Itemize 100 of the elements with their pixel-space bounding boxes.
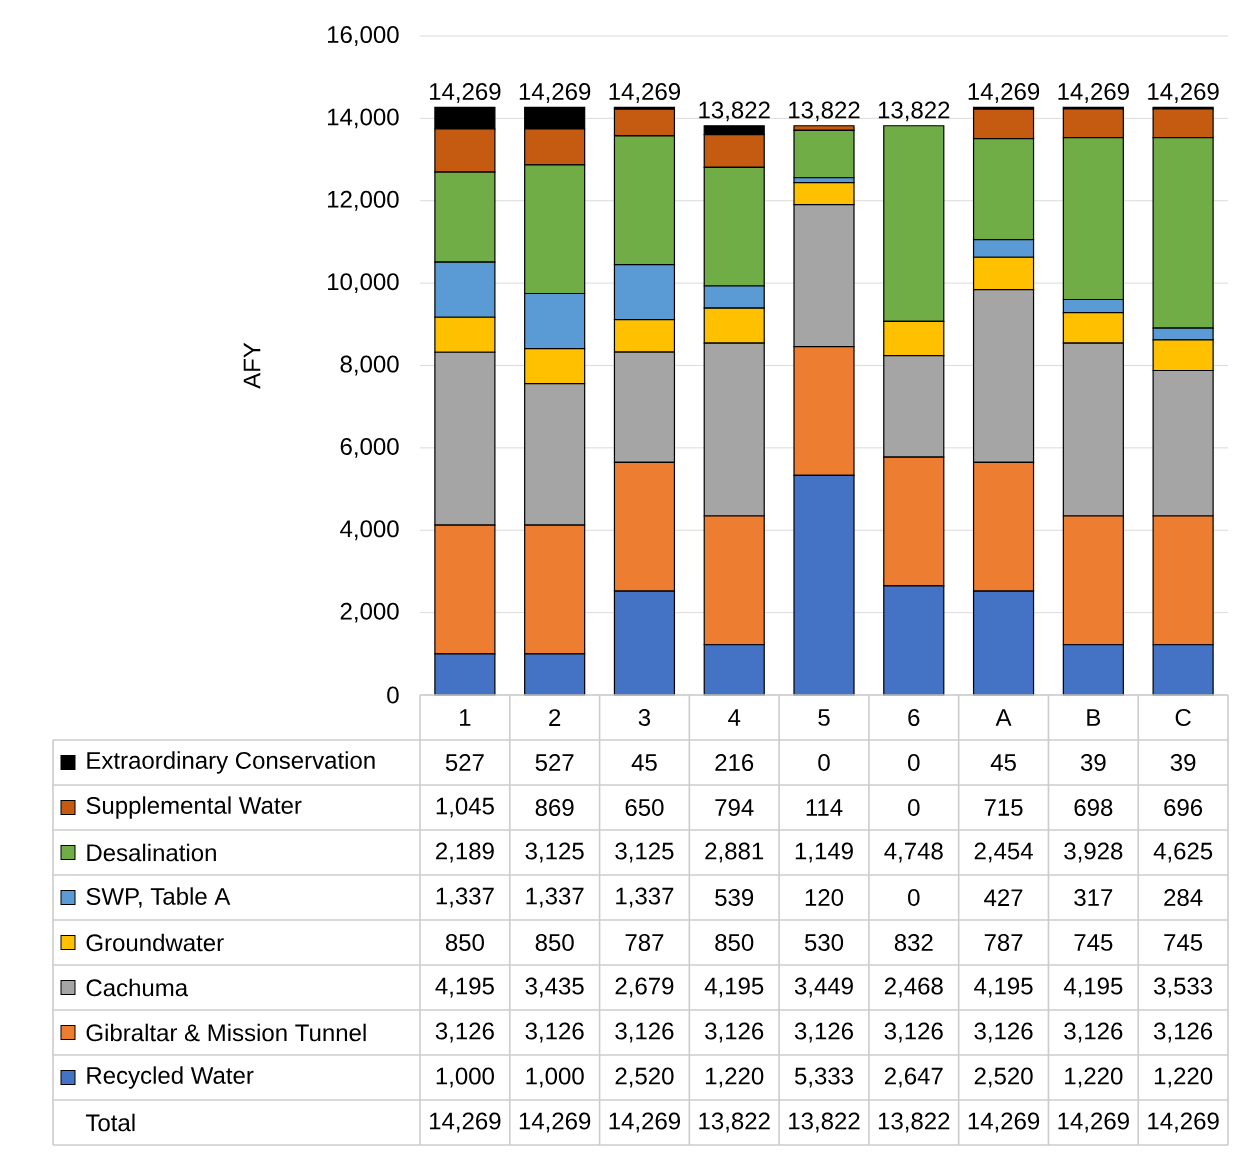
data-label: 4,195: [704, 977, 764, 998]
data-label: 45: [631, 754, 657, 771]
text: 14,269: [430, 1112, 501, 1133]
data-label: 120: [805, 889, 844, 906]
data-label: 317: [1074, 889, 1113, 906]
y-axis-title: AFY: [243, 342, 261, 389]
data-label: 2,454: [974, 842, 1033, 863]
text: 14,269: [609, 1112, 680, 1133]
data-label: 3,126: [615, 1022, 674, 1043]
data-label: 4,748: [884, 842, 943, 863]
total-label: 13,822: [699, 101, 770, 122]
x-tick-label: 5: [818, 709, 830, 726]
text: 14,269: [968, 1112, 1040, 1133]
text: 14,269: [1148, 1112, 1219, 1133]
data-label: 3,126: [794, 1022, 853, 1043]
text: 14,269: [519, 1112, 591, 1133]
data-label: 527: [445, 754, 484, 771]
legend-label: Supplemental Water: [86, 796, 302, 819]
data-label: 850: [445, 934, 484, 951]
data-label: 0: [908, 799, 920, 816]
text: 13,822: [878, 1112, 950, 1133]
text: 13,822: [699, 1112, 770, 1133]
data-label: 4,625: [1153, 842, 1213, 863]
data-label: 427: [984, 889, 1023, 906]
data-label: 745: [1074, 934, 1113, 951]
x-tick-label: B: [1087, 709, 1101, 726]
data-label: 3,125: [615, 842, 674, 863]
total-label: 14,269: [968, 83, 1040, 103]
data-label: 3,928: [1064, 842, 1123, 863]
data-label: 530: [804, 934, 844, 951]
x-tick-label: 6: [908, 709, 920, 726]
data-label: 3,125: [525, 842, 584, 863]
data-label: 745: [1164, 934, 1203, 951]
data-label: 4,195: [974, 977, 1033, 998]
data-label: 3,126: [705, 1022, 764, 1043]
data-label: 850: [535, 934, 574, 951]
data-label: 794: [715, 799, 754, 816]
y-tick-label: 16,000: [328, 26, 399, 46]
data-label: 2,520: [974, 1067, 1033, 1088]
text: 13,822: [789, 1112, 860, 1133]
data-label: 1,337: [526, 887, 584, 908]
data-label: 3,435: [525, 977, 584, 998]
x-tick-label: C: [1175, 709, 1191, 726]
text: 14,269: [1058, 1112, 1129, 1133]
data-label: 1,337: [616, 887, 674, 908]
y-tick-label: 12,000: [328, 190, 399, 211]
y-tick-label: 6,000: [340, 437, 399, 458]
data-label: 3,126: [1064, 1022, 1123, 1043]
total-label: 13,822: [878, 101, 950, 122]
legend-label: Groundwater: [86, 933, 224, 952]
legend-label: Cachuma: [86, 978, 189, 997]
data-label: 2,647: [884, 1067, 943, 1088]
data-label: 1,000: [526, 1067, 584, 1088]
data-label: 832: [894, 934, 933, 951]
data-label: 114: [806, 799, 843, 816]
y-tick-label: 4,000: [340, 520, 399, 541]
data-label: 1,220: [1154, 1067, 1213, 1088]
data-label: 4,195: [1063, 977, 1123, 998]
data-label: 39: [1170, 754, 1196, 771]
data-label: 650: [625, 799, 664, 816]
data-label: 3,126: [435, 1022, 494, 1043]
data-label: 2,520: [615, 1067, 674, 1088]
data-label: 715: [984, 799, 1023, 816]
data-label: 1,220: [1065, 1067, 1123, 1088]
data-label: 284: [1164, 889, 1203, 906]
data-label: 2,881: [705, 842, 764, 863]
data-label: 3,126: [974, 1022, 1033, 1043]
legend-label: SWP, Table A: [86, 887, 231, 908]
x-tick-label: 2: [549, 709, 561, 726]
data-label: 5,333: [794, 1067, 853, 1088]
data-label: 3,533: [1154, 977, 1213, 998]
total-label: 14,269: [1148, 83, 1219, 103]
data-label: 216: [715, 754, 754, 771]
y-tick-label: 0: [387, 686, 399, 704]
data-label: 3,126: [1154, 1022, 1213, 1043]
data-label: 4,195: [435, 977, 494, 998]
data-label: 2,189: [436, 842, 494, 863]
data-label: 2,468: [884, 977, 943, 998]
data-label: 1,149: [795, 842, 853, 863]
total-label: 14,269: [519, 83, 591, 103]
data-label: 1,337: [436, 887, 494, 908]
legend-label: Extraordinary Conservation: [87, 751, 375, 774]
total-label: 14,269: [430, 83, 501, 103]
data-label: 787: [625, 934, 664, 951]
data-label: 539: [715, 889, 754, 906]
data-label: 527: [535, 754, 574, 771]
data-label: 45: [990, 754, 1016, 771]
x-tick-label: 1: [460, 709, 471, 726]
x-tick-label: A: [995, 709, 1012, 726]
total-label: 13,822: [789, 101, 860, 122]
x-tick-label: 3: [638, 709, 651, 726]
x-tick-label: 4: [728, 709, 741, 726]
text: Total: [85, 1113, 135, 1132]
y-tick-label: 8,000: [340, 355, 399, 376]
data-label: 850: [715, 934, 754, 951]
data-label: 0: [818, 754, 830, 771]
data-label: 1,045: [436, 797, 494, 818]
data-label: 1,220: [706, 1067, 764, 1088]
data-label: 869: [535, 799, 574, 816]
data-label: 3,126: [525, 1022, 584, 1043]
